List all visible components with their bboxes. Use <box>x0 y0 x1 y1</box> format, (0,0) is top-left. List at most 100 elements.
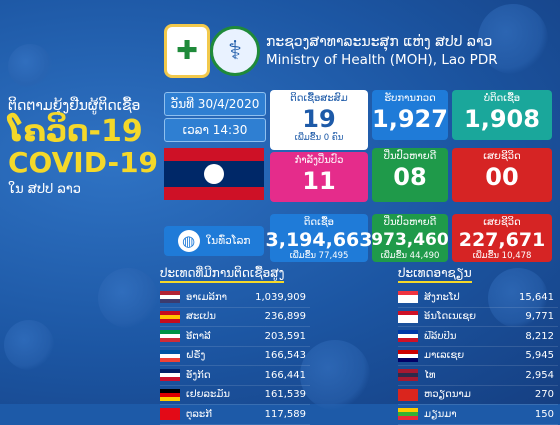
country-flag-icon <box>398 349 418 362</box>
virus-decoration <box>478 4 548 74</box>
country-value: 150 <box>534 408 554 420</box>
country-value: 2,954 <box>525 369 554 381</box>
card-global-recovered: ປິ່ນປົວຫາຍດີ 973,460 ເພີ່ມຂື້ນ 44,490 <box>371 214 449 262</box>
country-flag-icon <box>398 408 418 421</box>
card-tested: ຮັບການກວດ 1,927 <box>372 90 448 140</box>
left-location: ໃນ ສປປ ລາວ <box>8 182 82 197</box>
background <box>0 0 560 404</box>
virus-decoration <box>8 44 52 88</box>
card-recovered-value: 08 <box>393 163 427 191</box>
country-value: 203,591 <box>264 330 306 342</box>
country-name: ເຢຍລະມັນ <box>186 389 230 401</box>
card-cumulative-sub: ເພີ່ມຂື້ນ 0 ຄົນ <box>294 133 344 143</box>
list-item: ສະເປນ 236,899 <box>160 308 310 327</box>
virus-decoration <box>4 320 54 370</box>
country-value: 270 <box>534 389 554 401</box>
country-name: ສິງກະໂປ <box>424 291 460 303</box>
card-global-deaths-label: ເສຍຊີວິດ <box>483 217 521 228</box>
card-cumulative-value: 19 <box>302 105 336 133</box>
list-item: ອັງກິດ 166,441 <box>160 366 310 386</box>
country-name: ອິນໂດເນເຊຍ <box>424 311 477 323</box>
list-item: ໄທ 2,954 <box>398 366 558 386</box>
header-title-en: Ministry of Health (MOH), Lao PDR <box>266 52 498 68</box>
lao-flag-icon <box>164 148 264 200</box>
card-deaths-label: ເສຍຊີວິດ <box>483 151 521 162</box>
country-flag-icon <box>160 330 180 343</box>
country-name: ສະເປນ <box>186 311 216 323</box>
header-title-lao: ກະຊວງສາທາລະນະສຸກ ແຫ່ງ ສປປ ລາວ <box>266 34 493 50</box>
global-label: ◍ ໃນທົ່ວໂລກ <box>164 226 264 256</box>
country-name: ຝຣັ່ງ <box>186 350 206 362</box>
country-flag-icon <box>160 408 180 421</box>
list-item: ຝຣັ່ງ 166,543 <box>160 347 310 366</box>
card-negative-label: ບໍ່ຕິດເຊື້ອ <box>483 93 521 104</box>
left-title-lao: ໂຄວິດ-19 <box>8 114 143 149</box>
list-item: ອິນໂດເນເຊຍ 9,771 <box>398 308 558 327</box>
top-countries-title: ປະເທດທີ່ມີການຕິດເຊື້ອສູງ <box>160 266 285 283</box>
card-treating-value: 11 <box>302 167 336 195</box>
country-value: 236,899 <box>264 311 306 323</box>
left-title-covid: COVID-19 <box>8 146 159 179</box>
country-name: ໄທ <box>424 369 436 381</box>
asean-list: ສິງກະໂປ 15,641 ອິນໂດເນເຊຍ 9,771 ຟີລິບປິນ 8,21… <box>398 288 558 425</box>
card-tested-value: 1,927 <box>372 105 448 133</box>
card-deaths-value: 00 <box>485 163 519 191</box>
country-name: ອາເມລິກາ <box>186 291 228 303</box>
card-global-deaths-value: 227,671 <box>458 229 546 251</box>
virus-decoration <box>98 268 158 328</box>
header: ✚ ⚕ ກະຊວງສາທາລະນະສຸກ ແຫ່ງ ສປປ ລາວ Minist… <box>0 0 560 84</box>
top-countries-list: ອາເມລິກາ 1,039,909 ສະເປນ 236,899 ອີຕາລີ 203,5… <box>160 288 310 425</box>
card-global-infected-label: ຕິດເຊື້ອ <box>303 217 335 228</box>
country-value: 5,945 <box>525 350 554 362</box>
card-cumulative-label: ຕິດເຊື້ອສະສົມ <box>290 93 348 104</box>
country-value: 9,771 <box>525 311 554 323</box>
country-name: ຫວຽດນາມ <box>424 389 471 401</box>
card-negative: ບໍ່ຕິດເຊື້ອ 1,908 <box>452 90 552 140</box>
country-name: ມາເລເຊຍ <box>424 350 465 362</box>
card-global-infected-sub: ເພີ່ມຂື້ນ 77,495 <box>289 251 349 261</box>
country-flag-icon <box>160 291 180 304</box>
country-value: 161,539 <box>264 389 306 401</box>
country-flag-icon <box>160 310 180 323</box>
list-item: ມຽນມາ 150 <box>398 405 558 425</box>
country-value: 15,641 <box>519 291 554 303</box>
list-item: ມາເລເຊຍ 5,945 <box>398 347 558 366</box>
card-cumulative: ຕິດເຊື້ອສະສົມ 19 ເພີ່ມຂື້ນ 0 ຄົນ <box>270 90 368 150</box>
virus-decoration <box>488 268 548 328</box>
country-name: ມຽນມາ <box>424 408 457 420</box>
left-subtitle: ຕິດຕາມຍຸ້ງຢືນຜູ້ຕິດເຊື້ອ <box>8 98 141 114</box>
country-name: ຟີລິບປິນ <box>424 330 457 342</box>
country-value: 8,212 <box>525 330 554 342</box>
country-name: ຕຸລະກີ <box>186 408 212 420</box>
card-recovered-label: ປິ່ນປົວຫາຍດີ <box>383 151 437 162</box>
asean-title-text: ປະເທດອາຊຽນ <box>398 266 472 280</box>
asean-title: ປະເທດອາຊຽນ <box>398 266 472 283</box>
card-global-infected: ຕິດເຊື້ອ 3,194,663 ເພີ່ມຂື້ນ 77,495 <box>266 214 373 262</box>
top-countries-title-text: ປະເທດທີ່ມີການຕິດເຊື້ອສູງ <box>160 266 285 280</box>
list-item: ອາເມລິກາ 1,039,909 <box>160 288 310 308</box>
country-flag-icon <box>398 310 418 323</box>
list-item: ຟີລິບປິນ 8,212 <box>398 327 558 347</box>
card-treating: ກຳລັງປິ່ນປົວ 11 <box>270 152 368 202</box>
card-treating-label: ກຳລັງປິ່ນປົວ <box>294 155 344 166</box>
list-item: ຫວຽດນາມ 270 <box>398 386 558 405</box>
time-badge: ເວລາ 14:30 <box>164 118 266 142</box>
list-item: ຕຸລະກີ 117,589 <box>160 405 310 425</box>
country-flag-icon <box>160 369 180 382</box>
country-name: ອັງກິດ <box>186 369 211 381</box>
card-tested-label: ຮັບການກວດ <box>384 93 436 104</box>
card-global-recovered-label: ປິ່ນປົວຫາຍດີ <box>383 217 437 228</box>
list-item: ເຢຍລະມັນ 161,539 <box>160 386 310 405</box>
country-value: 117,589 <box>264 408 306 420</box>
list-item: ອີຕາລີ 203,591 <box>160 327 310 347</box>
card-global-recovered-value: 973,460 <box>371 230 449 250</box>
list-item: ສິງກະໂປ 15,641 <box>398 288 558 308</box>
country-flag-icon <box>398 291 418 304</box>
globe-icon: ◍ <box>177 230 200 252</box>
country-value: 166,543 <box>264 350 306 362</box>
country-flag-icon <box>398 388 418 401</box>
country-flag-icon <box>398 330 418 343</box>
date-badge: ວັນທີ 30/4/2020 <box>164 92 266 116</box>
country-flag-icon <box>160 388 180 401</box>
country-value: 1,039,909 <box>255 291 306 303</box>
